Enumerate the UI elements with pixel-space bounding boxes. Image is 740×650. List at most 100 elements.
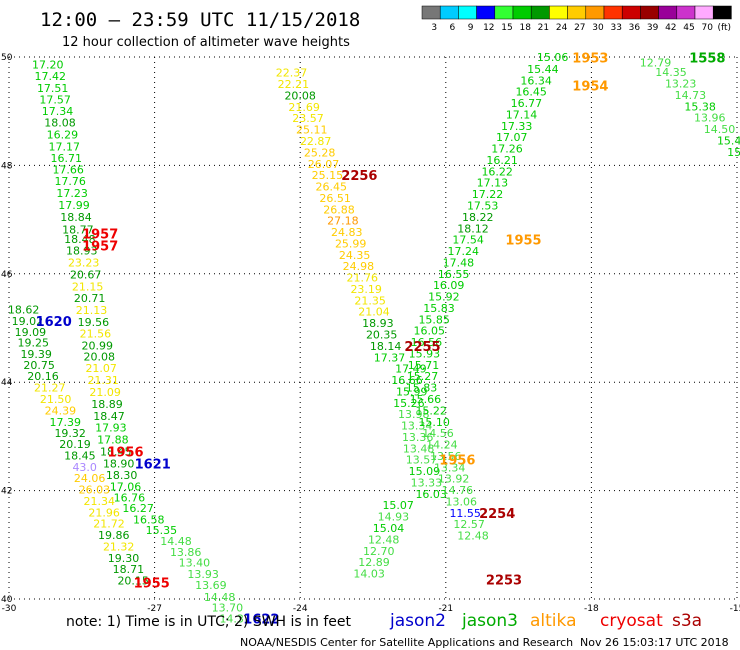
wave-height-value: 16.34 — [520, 74, 552, 87]
wave-height-value: 19.39 — [20, 348, 52, 361]
wave-height-value: 14.93 — [378, 511, 410, 524]
legend-label: 24 — [556, 23, 568, 33]
legend-swatch — [530, 5, 550, 20]
legend-label: 42 — [665, 23, 676, 33]
wave-height-value: 16.55 — [438, 268, 470, 281]
legend-unit: (ft) — [717, 23, 731, 33]
wave-height-value: 25.99 — [335, 237, 367, 250]
legend-label: 18 — [519, 23, 531, 33]
wave-height-value: 12.48 — [368, 533, 400, 546]
wave-height-value: 16.66 — [391, 374, 423, 387]
pass-time-label: 1953 — [572, 52, 608, 67]
wave-height-value: 19.86 — [98, 529, 130, 542]
legend-swatch — [585, 5, 605, 20]
wave-height-value: 18.93 — [66, 245, 98, 258]
wave-height-value: 14.50 — [704, 123, 736, 136]
wave-height-value: 18.08 — [44, 117, 76, 130]
legend-swatch — [712, 5, 732, 20]
wave-height-value: 24.35 — [339, 249, 371, 262]
wave-height-value: 15.4 — [717, 135, 740, 148]
wave-height-value: 15.09 — [409, 465, 441, 478]
wave-height-value: 13.36 — [402, 431, 434, 444]
wave-height-value: 18.22 — [462, 211, 494, 224]
wave-height-value: 13.34 — [434, 461, 466, 474]
legend-label: 45 — [683, 23, 694, 33]
wave-height-value: 13.92 — [438, 473, 470, 486]
wave-height-value: 17.07 — [496, 131, 528, 144]
wave-height-value: 15.92 — [428, 291, 460, 304]
wave-height-value: 17.23 — [56, 187, 88, 200]
pass-time-label: 1957 — [82, 240, 118, 255]
wave-height-value: 24.39 — [45, 404, 77, 417]
satellite-legend: jason2 jason3 altika cryosat s3a — [389, 611, 702, 631]
wave-height-value: 15.66 — [410, 393, 442, 406]
wave-height-value: 16.21 — [486, 154, 518, 167]
wave-height-value: 15.44 — [527, 63, 559, 76]
color-legend: 3 6 9 12 15 18 21 24 27 30 33 36 39 42 45 70 (ft) — [421, 5, 732, 33]
satellite-name: s3a — [672, 611, 702, 631]
wave-height-value: 15 — [727, 146, 740, 159]
legend-swatch — [621, 5, 641, 20]
wave-height-value: 13.86 — [170, 546, 202, 559]
wave-height-value: 17.13 — [477, 177, 509, 190]
x-tick-label: -15 — [730, 604, 740, 614]
timestamp-text: Nov 26 15:03:17 UTC 2018 — [580, 636, 729, 649]
wave-height-value: 20.71 — [74, 292, 106, 305]
wave-height-value: 25.28 — [304, 146, 336, 159]
wave-height-value: 17.66 — [52, 164, 84, 177]
legend-label: 70 — [701, 23, 713, 33]
wave-height-value: 17.93 — [95, 422, 127, 435]
wave-height-value: 21.07 — [85, 362, 117, 375]
wave-height-value: 16.77 — [511, 97, 543, 110]
wave-height-value: 17.57 — [39, 93, 71, 106]
wave-height-value: 16.22 — [481, 165, 513, 178]
wave-height-value: 15.22 — [415, 404, 447, 417]
wave-height-value: 14.48 — [160, 535, 192, 548]
wave-height-value: 16.56 — [411, 336, 443, 349]
wave-height-value: 15.85 — [418, 313, 450, 326]
wave-height-value: 20.75 — [23, 359, 55, 372]
wave-height-value: 13.34 — [401, 420, 433, 433]
wave-height-value: 21.04 — [358, 306, 390, 319]
pass-time-label: 1956 — [107, 446, 143, 461]
y-tick-label: 50 — [1, 53, 13, 63]
wave-height-value: 15.99 — [396, 385, 428, 398]
wave-height-value: 17.42 — [35, 70, 67, 83]
wave-height-value: 15.26 — [393, 397, 425, 410]
legend-swatch — [512, 5, 532, 20]
wave-height-value: 20.35 — [366, 329, 398, 342]
wave-height-value: 19.25 — [18, 337, 50, 350]
wave-height-value: 19.30 — [108, 552, 140, 565]
wave-height-value: 17.26 — [491, 143, 523, 156]
wave-height-value: 12.57 — [453, 518, 485, 531]
legend-swatch — [476, 5, 496, 20]
pass-time-label: 2256 — [341, 169, 377, 184]
wave-height-value: 18.84 — [60, 211, 92, 224]
x-tick-label: -18 — [584, 604, 599, 614]
wave-height-value: 14.48 — [204, 591, 236, 604]
wave-height-value: 20.16 — [27, 370, 59, 383]
y-tick-label: 44 — [1, 378, 13, 388]
wave-height-value: 24.98 — [343, 260, 375, 273]
wave-height-value: 13.93 — [187, 568, 219, 581]
legend-swatch — [494, 5, 514, 20]
wave-height-value: 16.29 — [47, 129, 79, 142]
wave-height-value: 21.35 — [354, 294, 386, 307]
legend-swatch — [421, 5, 441, 20]
wave-height-value: 20.67 — [70, 268, 102, 281]
legend-label: 27 — [574, 23, 585, 33]
wave-height-value: 18.93 — [362, 317, 394, 330]
wave-height-value: 17.48 — [443, 256, 475, 269]
wave-height-value: 16.76 — [114, 492, 146, 505]
wave-height-value: 21.13 — [76, 304, 108, 317]
pass-time-label: 2253 — [486, 574, 522, 589]
wave-height-value: 14.73 — [675, 89, 707, 102]
wave-height-value: 26.03 — [79, 484, 111, 497]
chart-title: 12:00 – 23:59 UTC 11/15/2018 — [40, 9, 360, 31]
wave-height-value: 13.56 — [430, 450, 462, 463]
x-tick-label: -24 — [293, 604, 308, 614]
pass-time-label: 1954 — [572, 80, 608, 95]
wave-height-value: 15.27 — [407, 370, 439, 383]
wave-height-value: 17.22 — [472, 188, 504, 201]
wave-height-value: 20.08 — [84, 351, 116, 364]
